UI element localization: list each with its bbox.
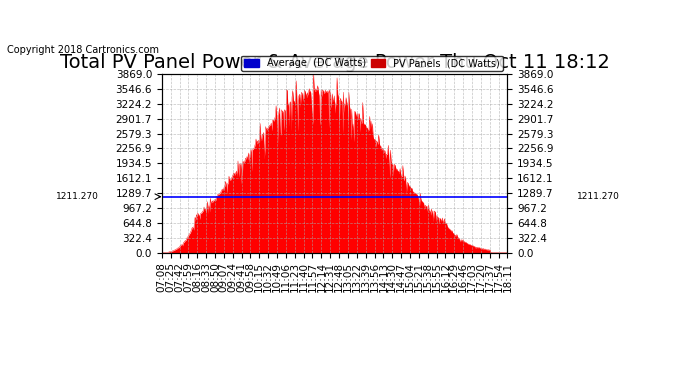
Text: 1211.270: 1211.270 bbox=[57, 192, 99, 201]
Legend: Average  (DC Watts), PV Panels  (DC Watts): Average (DC Watts), PV Panels (DC Watts) bbox=[241, 56, 502, 71]
Text: Copyright 2018 Cartronics.com: Copyright 2018 Cartronics.com bbox=[7, 45, 159, 55]
Text: 1211.270: 1211.270 bbox=[577, 192, 620, 201]
Title: Total PV Panel Power & Average Power Thu Oct 11 18:12: Total PV Panel Power & Average Power Thu… bbox=[60, 53, 609, 72]
